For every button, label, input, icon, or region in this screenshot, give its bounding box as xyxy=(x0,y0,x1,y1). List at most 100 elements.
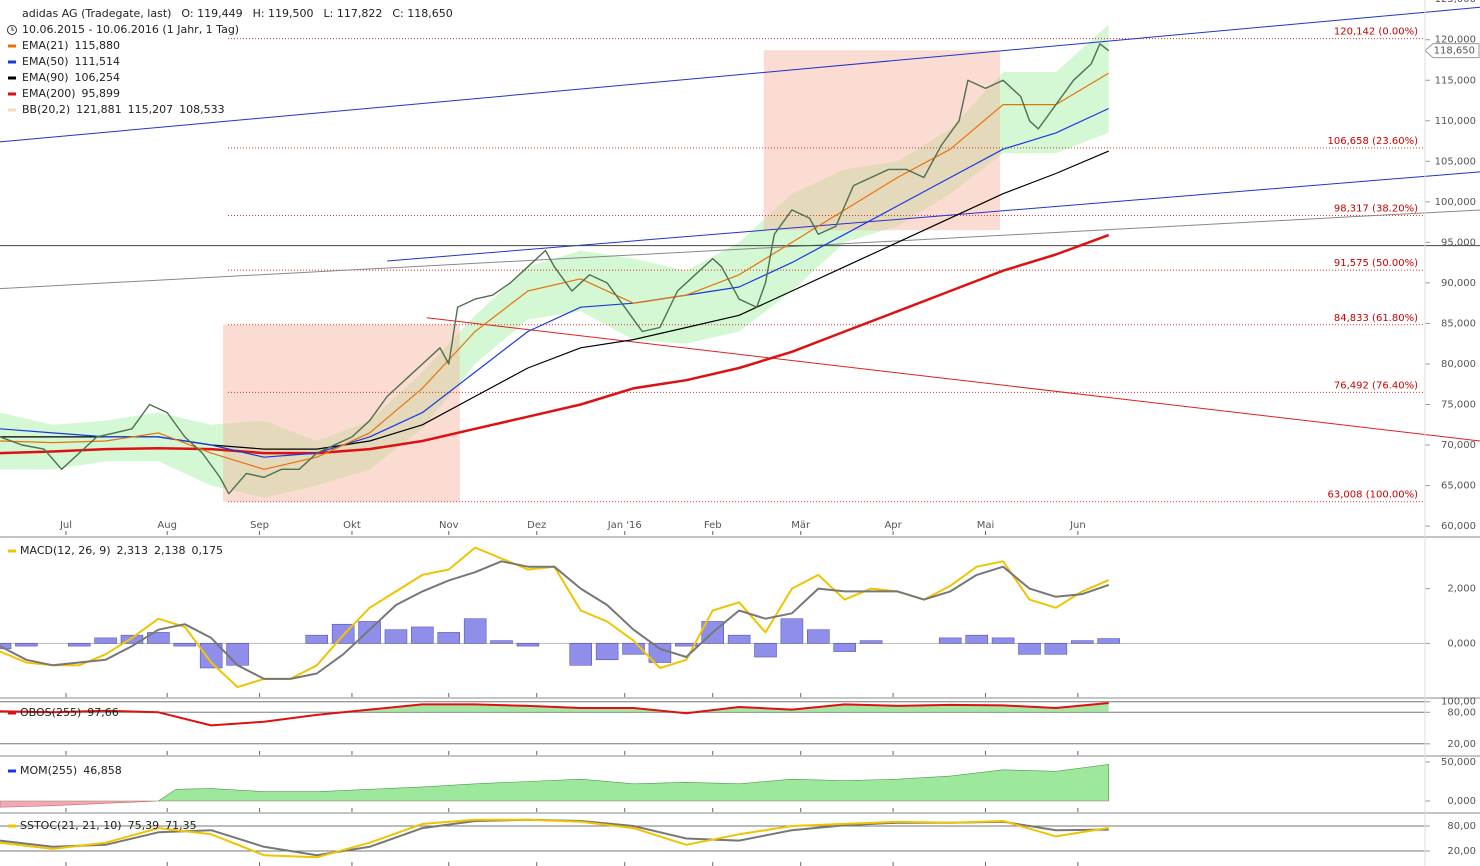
legend-value: 46,858 xyxy=(83,764,122,777)
legend-value: 115,880 xyxy=(75,39,121,52)
histogram-bar xyxy=(595,643,619,661)
y-tick-label: 120,000 xyxy=(1435,35,1476,46)
histogram-bar xyxy=(1018,643,1041,655)
histogram-bar xyxy=(991,637,1015,644)
momentum-area-negative xyxy=(0,801,1109,808)
fib-zone xyxy=(223,324,460,502)
histogram-bar xyxy=(0,643,12,650)
momentum-area xyxy=(0,764,1109,801)
fib-label: 84,833 (61.80%) xyxy=(1334,313,1418,324)
histogram-bar xyxy=(780,618,804,644)
histogram-bar xyxy=(516,643,540,647)
legend-value: 75,39 xyxy=(128,819,160,832)
y-tick-label: 90,000 xyxy=(1441,278,1476,289)
histogram-bar xyxy=(94,637,117,644)
x-tick-label: Jan '16 xyxy=(607,520,642,531)
histogram-bar xyxy=(939,637,962,644)
x-tick-label: Mär xyxy=(791,520,811,531)
legend-value: 111,514 xyxy=(75,55,121,68)
histogram-bar xyxy=(199,643,223,669)
last-price-tag xyxy=(1424,43,1480,59)
y-tick-label: 0,000 xyxy=(1447,638,1476,649)
trendline xyxy=(0,209,1480,290)
histogram-bar xyxy=(358,621,381,644)
histogram-bar xyxy=(754,643,777,658)
legend-value: 71,35 xyxy=(165,819,197,832)
legend-label: EMA(50) xyxy=(22,55,69,68)
histogram-bar xyxy=(807,629,830,644)
ohlc: L: 117,822 xyxy=(324,7,383,20)
y-tick-label: 85,000 xyxy=(1441,318,1476,329)
histogram-bar xyxy=(622,643,645,655)
x-tick-label: Mai xyxy=(977,520,995,531)
trendline xyxy=(0,6,1480,143)
histogram-bar xyxy=(305,634,329,644)
ema-line xyxy=(0,233,1110,455)
histogram-bar xyxy=(15,643,38,647)
bollinger-band xyxy=(0,24,1109,498)
legend-label: MOM(255) xyxy=(20,764,77,777)
legend-label: EMA(90) xyxy=(22,71,69,84)
histogram-bar xyxy=(226,643,249,666)
histogram-bar xyxy=(859,640,883,644)
x-tick-label: Nov xyxy=(439,520,459,531)
period: 10.06.2015 - 10.06.2016 (1 Jahr, 1 Tag) xyxy=(22,23,239,36)
ohlc: O: 119,449 xyxy=(181,7,242,20)
x-tick-label: Jul xyxy=(59,520,72,531)
y-tick-label: 2,000 xyxy=(1447,584,1476,595)
fib-label: 63,008 (100.00%) xyxy=(1328,490,1419,501)
histogram-bar xyxy=(833,643,856,652)
histogram-bar xyxy=(437,632,461,644)
y-tick-label: 80,000 xyxy=(1441,359,1476,370)
x-tick-label: Sep xyxy=(250,520,269,531)
histogram-bar xyxy=(1071,640,1094,644)
x-tick-label: Dez xyxy=(527,520,546,531)
y-tick-label: 110,000 xyxy=(1435,116,1476,127)
fib-label: 98,317 (38.20%) xyxy=(1334,203,1418,214)
y-tick-label: 75,000 xyxy=(1441,399,1476,410)
ohlc: C: 118,650 xyxy=(392,7,452,20)
histogram-bar xyxy=(411,626,434,644)
y-tick-label: 125,000 xyxy=(1435,0,1476,5)
legend-label: EMA(21) xyxy=(22,39,69,52)
ema-line xyxy=(0,72,1110,470)
clock-hands xyxy=(11,27,14,31)
oscillator-line xyxy=(0,702,1109,727)
y-tick-label: 70,000 xyxy=(1441,440,1476,451)
histogram-bar xyxy=(147,632,170,644)
y-tick-label: 80,00 xyxy=(1447,821,1476,832)
histogram-bar xyxy=(1044,643,1068,655)
macd-line xyxy=(0,546,1110,689)
y-tick-label: 105,000 xyxy=(1435,156,1476,167)
ema-line xyxy=(0,107,1109,458)
legend-label: MACD(12, 26, 9) xyxy=(20,544,111,557)
legend-value: 2,313 xyxy=(117,544,149,557)
legend-value: 97,66 xyxy=(87,706,119,719)
histogram-bar xyxy=(490,640,513,644)
fib-label: 91,575 (50.00%) xyxy=(1334,258,1418,269)
fib-label: 120,142 (0.00%) xyxy=(1334,27,1418,38)
y-tick-label: 100,00 xyxy=(1441,697,1476,708)
trendline xyxy=(426,317,1480,442)
last-price-label: 118,650 xyxy=(1434,46,1475,57)
legend-value: 115,207 xyxy=(128,103,174,116)
y-tick-label: 100,000 xyxy=(1435,197,1476,208)
histogram-bar xyxy=(675,643,698,647)
y-tick-label: 50,000 xyxy=(1441,757,1476,768)
legend-value: 121,881 xyxy=(76,103,122,116)
fib-zone xyxy=(763,50,1001,231)
histogram-bar xyxy=(67,643,91,647)
clock-icon xyxy=(7,25,17,35)
legend-value: 2,138 xyxy=(154,544,186,557)
ohlc: H: 119,500 xyxy=(253,7,314,20)
histogram-bar xyxy=(173,643,197,647)
legend-label: SSTOC(21, 21, 10) xyxy=(20,819,122,832)
y-tick-label: 80,00 xyxy=(1447,707,1476,718)
y-tick-label: 20,00 xyxy=(1447,739,1476,750)
x-tick-label: Aug xyxy=(157,520,177,531)
histogram-bar xyxy=(463,618,487,644)
histogram-bar xyxy=(1097,638,1120,644)
x-tick-label: Feb xyxy=(704,520,722,531)
